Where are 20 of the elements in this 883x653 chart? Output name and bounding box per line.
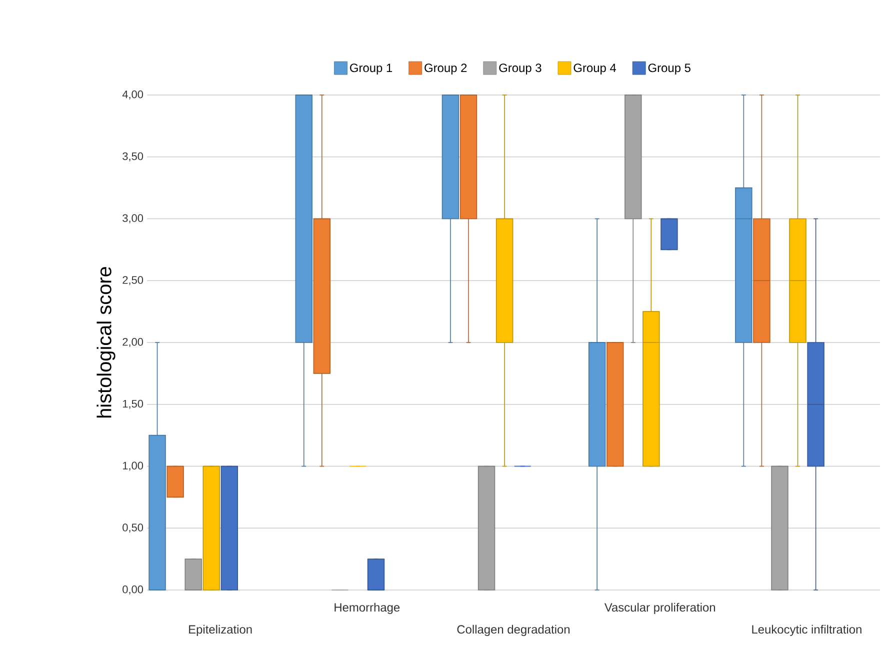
x-tick-label: Collagen degradation: [457, 624, 570, 636]
y-tick-label: 1,00: [122, 462, 144, 471]
y-tick-label: 2,00: [122, 338, 144, 348]
legend-label: Group 2: [424, 64, 467, 74]
legend-label: Group 4: [574, 64, 616, 74]
y-tick-label: 0,00: [122, 585, 144, 595]
y-tick-label: 2,50: [122, 276, 144, 286]
x-tick-label: Hemorrhage: [334, 602, 400, 614]
y-tick-label: 3,00: [122, 214, 144, 224]
x-tick-label: Epitelization: [189, 624, 252, 636]
legend-label: Group 1: [350, 64, 392, 74]
y-tick-label: 3,50: [122, 152, 144, 162]
y-tick-label: 0,50: [122, 524, 144, 533]
y-tick-label: 4,00: [122, 90, 144, 100]
legend-label: Group 3: [499, 64, 542, 74]
x-tick-label: Vascular proliferation: [604, 602, 716, 614]
legend-label: Group 5: [648, 64, 690, 74]
y-axis-title: histological score: [96, 267, 116, 418]
y-tick-label: 1,50: [122, 400, 144, 409]
x-tick-label: Leukocytic infiltration: [752, 624, 862, 636]
